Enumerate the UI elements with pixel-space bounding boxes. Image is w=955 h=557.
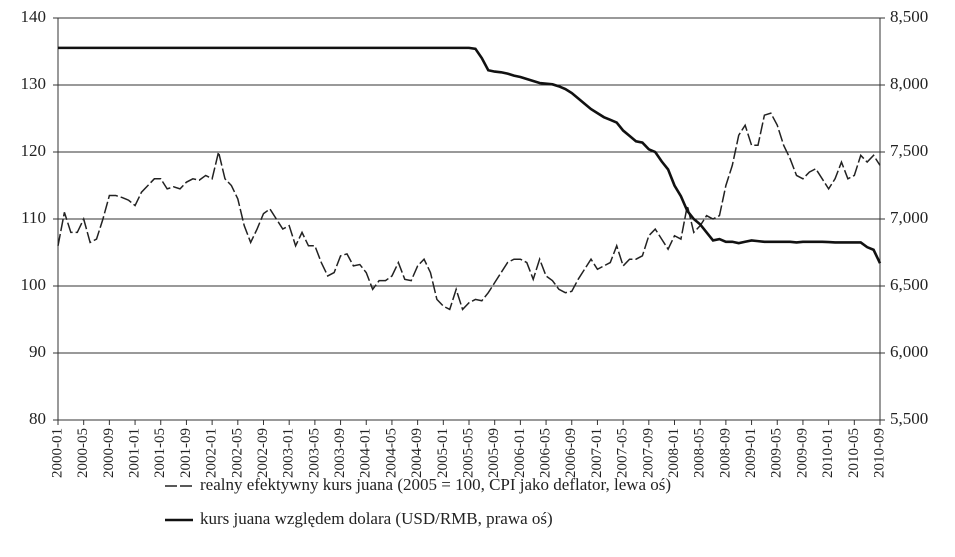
x-tick-label: 2002-09 <box>255 428 271 478</box>
y-tick-label: 90 <box>29 342 46 361</box>
x-tick-label: 2000-05 <box>75 428 91 478</box>
x-tick-label: 2003-05 <box>306 428 322 478</box>
x-tick-label: 2007-09 <box>640 428 656 478</box>
x-tick-label: 2001-05 <box>152 428 168 478</box>
y-tick-label: 140 <box>21 7 47 26</box>
y-tick-label: 100 <box>21 275 47 294</box>
x-tick-label: 2006-05 <box>538 428 554 478</box>
x-tick-label: 2002-01 <box>204 428 220 478</box>
x-tick-label: 2005-09 <box>486 428 502 478</box>
x-tick-label: 2003-09 <box>332 428 348 478</box>
y2-tick-label: 6,000 <box>890 342 928 361</box>
x-tick-label: 2001-09 <box>178 428 194 478</box>
x-tick-label: 2009-01 <box>743 428 759 478</box>
x-tick-label: 2008-09 <box>717 428 733 478</box>
y-tick-label: 130 <box>21 74 47 93</box>
x-tick-label: 2010-05 <box>846 428 862 478</box>
x-tick-label: 2006-09 <box>563 428 579 478</box>
x-tick-label: 2008-01 <box>666 428 682 478</box>
x-tick-label: 2009-05 <box>769 428 785 478</box>
y2-tick-label: 8,000 <box>890 74 928 93</box>
x-tick-label: 2000-09 <box>101 428 117 478</box>
legend-label: kurs juana względem dolara (USD/RMB, pra… <box>200 509 553 528</box>
x-tick-label: 2002-05 <box>229 428 245 478</box>
y2-tick-label: 6,500 <box>890 275 928 294</box>
y2-tick-label: 7,500 <box>890 141 928 160</box>
x-tick-label: 2009-09 <box>794 428 810 478</box>
x-tick-label: 2010-01 <box>820 428 836 478</box>
x-tick-label: 2001-01 <box>127 428 143 478</box>
x-tick-label: 2005-05 <box>460 428 476 478</box>
y-tick-label: 80 <box>29 409 46 428</box>
legend-label: realny efektywny kurs juana (2005 = 100,… <box>200 475 671 494</box>
x-tick-label: 2006-01 <box>512 428 528 478</box>
x-tick-label: 2005-01 <box>435 428 451 478</box>
y-tick-label: 110 <box>21 208 46 227</box>
x-tick-label: 2003-01 <box>281 428 297 478</box>
x-tick-label: 2007-05 <box>615 428 631 478</box>
y2-tick-label: 8,500 <box>890 7 928 26</box>
x-tick-label: 2004-01 <box>358 428 374 478</box>
y2-tick-label: 7,000 <box>890 208 928 227</box>
x-tick-label: 2004-09 <box>409 428 425 478</box>
x-tick-label: 2007-01 <box>589 428 605 478</box>
x-tick-label: 2008-05 <box>692 428 708 478</box>
series-line <box>57 112 881 311</box>
y-tick-label: 120 <box>21 141 47 160</box>
y2-tick-label: 5,500 <box>890 409 928 428</box>
x-tick-label: 2000-01 <box>49 428 65 478</box>
series-line <box>58 46 882 264</box>
x-tick-label: 2004-05 <box>383 428 399 478</box>
x-tick-label: 2010-09 <box>871 428 887 478</box>
